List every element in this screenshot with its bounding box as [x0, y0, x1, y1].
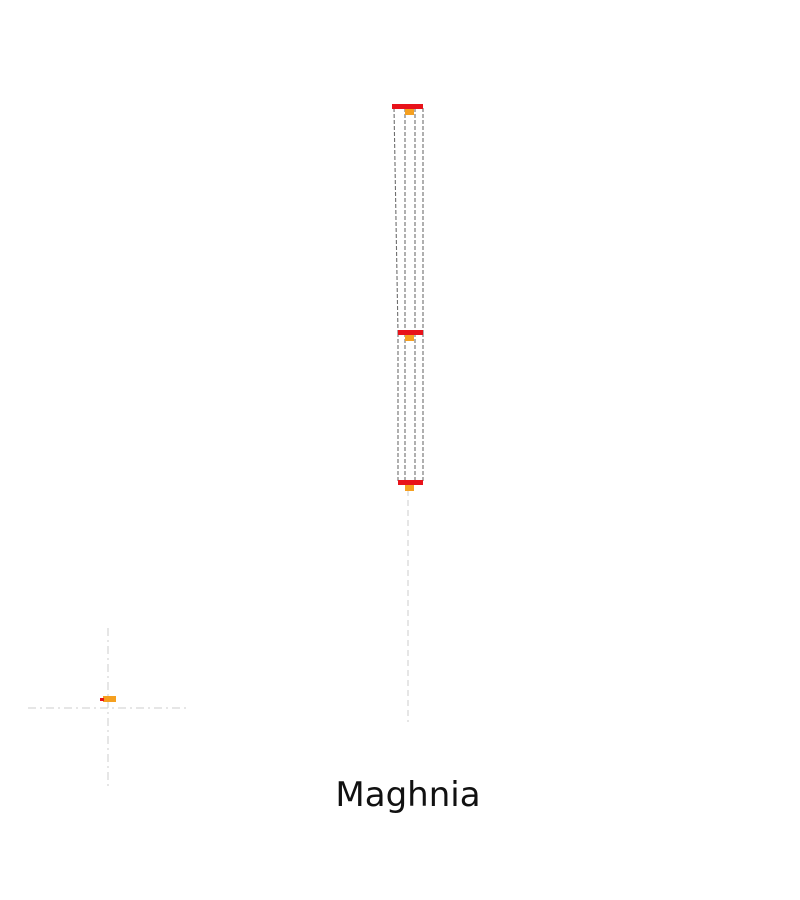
marker-node	[103, 696, 116, 702]
tower-structure	[393, 107, 424, 484]
middle-node	[405, 335, 414, 341]
crosshair-marker	[28, 628, 188, 788]
diagram-title: Maghnia	[335, 775, 481, 815]
bottom-crossbar	[398, 480, 423, 485]
bottom-node	[405, 485, 414, 491]
top-node	[405, 109, 414, 115]
marker-bar	[100, 698, 104, 701]
top-crossbar	[392, 104, 423, 109]
middle-crossbar	[398, 330, 423, 335]
